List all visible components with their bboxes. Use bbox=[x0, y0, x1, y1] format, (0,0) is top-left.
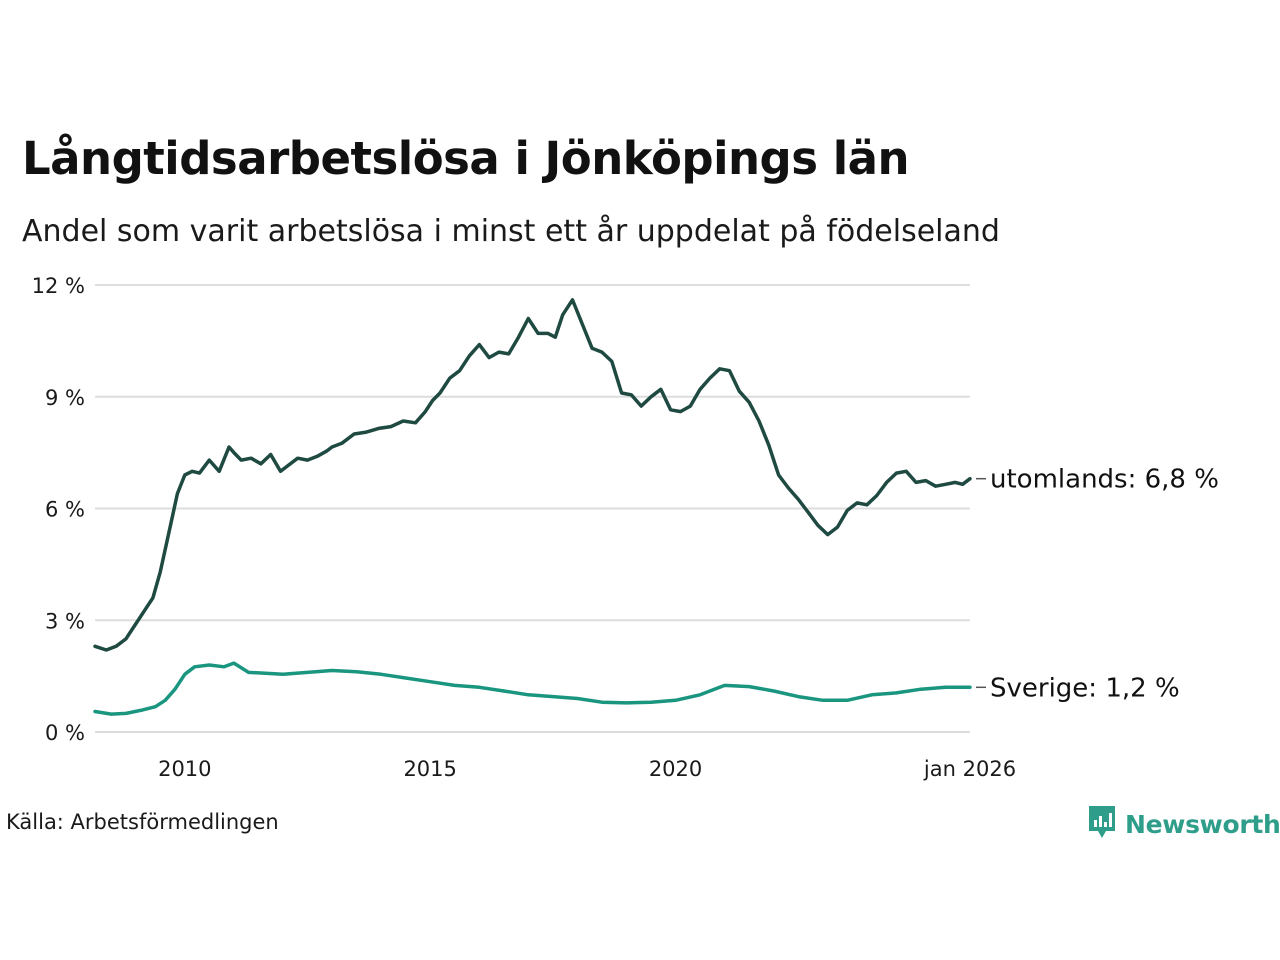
source-note: Källa: Arbetsförmedlingen bbox=[6, 810, 279, 834]
end-label-sverige: Sverige: 1,2 % bbox=[990, 673, 1180, 703]
newsworthy-icon bbox=[1087, 804, 1117, 844]
brand-name: Newsworthy bbox=[1125, 809, 1280, 839]
y-tick-label: 0 % bbox=[45, 721, 85, 745]
y-tick-label: 3 % bbox=[45, 609, 85, 633]
axis-labels: 0 % 3 % 6 % 9 % 12 % 2010 2015 2020 jan 2026 bbox=[32, 274, 1016, 781]
brand-logo: Newsworthy bbox=[1087, 804, 1280, 844]
series-line-utomlands bbox=[93, 298, 972, 652]
series-lines bbox=[93, 298, 972, 716]
y-tick-label: 9 % bbox=[45, 386, 85, 410]
x-tick-label: 2015 bbox=[403, 757, 456, 781]
x-tick-label: jan 2026 bbox=[923, 757, 1016, 781]
end-label-utomlands: utomlands: 6,8 % bbox=[990, 465, 1219, 495]
x-tick-label: 2020 bbox=[649, 757, 702, 781]
chart-subtitle: Andel som varit arbetslösa i minst ett å… bbox=[22, 214, 1000, 249]
x-tick-label: 2010 bbox=[158, 757, 211, 781]
y-tick-label: 6 % bbox=[45, 498, 85, 522]
series-end-labels: utomlands: 6,8 % Sverige: 1,2 % bbox=[976, 465, 1219, 703]
series-line-sverige bbox=[93, 661, 972, 716]
gridlines bbox=[95, 284, 970, 733]
y-tick-label: 12 % bbox=[32, 274, 85, 298]
chart-title: Långtidsarbetslösa i Jönköpings län bbox=[22, 132, 910, 185]
